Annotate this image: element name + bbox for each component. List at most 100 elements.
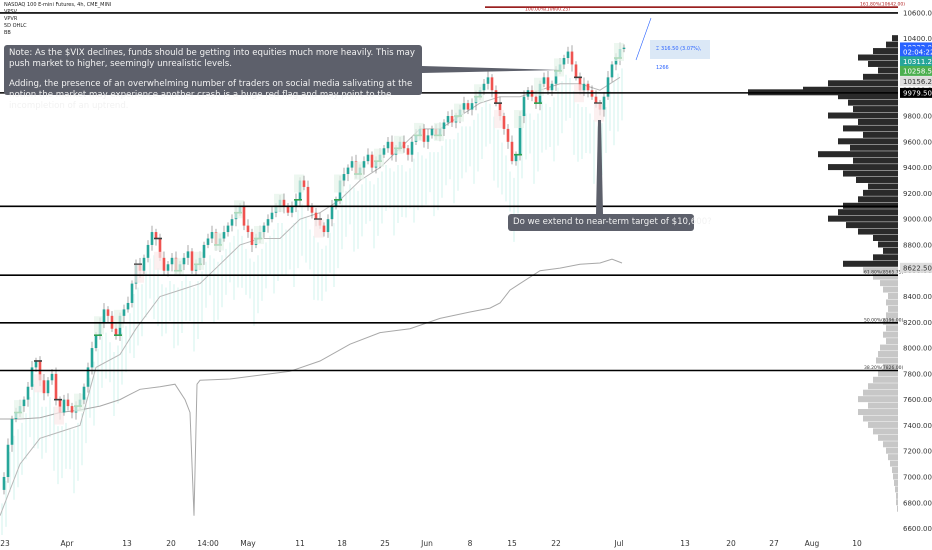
candle-body bbox=[150, 232, 154, 245]
profile-bar bbox=[828, 215, 898, 222]
candle-body bbox=[554, 70, 558, 84]
fib-label: 61.80%(8565.75) bbox=[864, 270, 904, 276]
vertical-range-icon: ⌶ bbox=[656, 46, 660, 52]
profile-bar bbox=[863, 189, 898, 196]
profile-bar bbox=[886, 41, 898, 48]
profile-bar bbox=[868, 383, 898, 390]
profile-bar bbox=[883, 363, 898, 370]
profile-bar bbox=[873, 428, 898, 435]
candle-body bbox=[610, 64, 614, 78]
profile-bar bbox=[846, 222, 898, 229]
note-text-2: Adding, the presence of an overwhelming … bbox=[9, 79, 413, 111]
profile-bar bbox=[868, 402, 898, 409]
price-badge bbox=[900, 56, 932, 67]
measure-tail bbox=[635, 17, 652, 61]
candle-body bbox=[186, 251, 190, 258]
indicator-bb[interactable]: BB bbox=[4, 30, 11, 36]
candle-body bbox=[470, 103, 474, 110]
profile-bar bbox=[888, 305, 898, 312]
candle-body bbox=[430, 128, 434, 136]
candle-body bbox=[586, 83, 590, 91]
candle-body bbox=[42, 380, 46, 394]
x-tick-label: 13 bbox=[122, 539, 132, 548]
target-callout[interactable]: Do we extend to near-term target of $10,… bbox=[508, 214, 712, 231]
measure-tool[interactable]: ⌶ 316.50 (3.07%), 1266 bbox=[650, 40, 710, 71]
x-tick-label: 22 bbox=[551, 539, 561, 548]
profile-bar bbox=[843, 170, 898, 177]
session-box bbox=[594, 103, 604, 122]
y-tick-label: 8400.00 bbox=[903, 293, 932, 301]
session-box bbox=[314, 219, 324, 238]
indicator-vpsv[interactable]: VPSV bbox=[4, 9, 18, 15]
candle-body bbox=[594, 96, 598, 104]
x-tick-label: 27 bbox=[769, 539, 779, 548]
candle-body bbox=[322, 225, 326, 233]
candle-body bbox=[282, 199, 286, 207]
indicator-vpvr[interactable]: VPVR bbox=[4, 16, 18, 22]
fib-labels: 161.80%(10642.00) 100.00%(10600.25) 61.80%… bbox=[525, 2, 905, 371]
note-text-1: Note: As the $VIX declines, funds should… bbox=[9, 48, 416, 69]
session-box bbox=[334, 174, 344, 193]
profile-bar bbox=[858, 54, 898, 61]
profile-bar bbox=[886, 447, 898, 454]
candle-body bbox=[498, 103, 502, 117]
candle-body bbox=[570, 51, 574, 65]
indicator-5d-ohlc[interactable]: 5D OHLC bbox=[4, 23, 27, 29]
measure-label: 316.50 (3.07%), 1266 bbox=[656, 46, 702, 71]
x-tick-label: May bbox=[240, 539, 256, 548]
profile-bar bbox=[892, 467, 898, 474]
y-tick-label: 7800.00 bbox=[903, 370, 932, 378]
candle-body bbox=[166, 264, 170, 271]
profile-bar bbox=[848, 99, 898, 106]
candles bbox=[2, 42, 626, 495]
session-box bbox=[494, 110, 504, 129]
y-tick-label: 7600.00 bbox=[903, 396, 932, 404]
candle-body bbox=[2, 476, 6, 490]
session-box bbox=[254, 226, 264, 245]
candle-body bbox=[450, 116, 454, 123]
profile-bar bbox=[888, 454, 898, 461]
candle-body bbox=[202, 244, 206, 258]
note-callout[interactable]: Note: As the $VIX declines, funds should… bbox=[4, 45, 422, 111]
profile-bar bbox=[886, 338, 898, 345]
candle-body bbox=[550, 83, 554, 91]
candle-body bbox=[170, 257, 174, 265]
candle-body bbox=[270, 212, 274, 220]
candle-body bbox=[70, 406, 74, 413]
candle-body bbox=[326, 219, 330, 233]
candle-body bbox=[602, 96, 606, 110]
profile-bar bbox=[856, 176, 898, 183]
candle-body bbox=[154, 232, 158, 239]
candle-body bbox=[494, 90, 498, 104]
profile-bar bbox=[893, 473, 898, 480]
profile-bar bbox=[897, 505, 898, 512]
candle-body bbox=[574, 64, 578, 78]
session-box bbox=[214, 232, 224, 251]
note-pointer bbox=[422, 66, 560, 73]
profile-bar bbox=[858, 396, 898, 403]
candle-body bbox=[350, 161, 354, 168]
profile-bar bbox=[896, 492, 898, 499]
candle-body bbox=[162, 257, 166, 271]
candle-body bbox=[462, 103, 466, 110]
profile-bar bbox=[868, 421, 898, 428]
profile-bar bbox=[850, 144, 898, 151]
candle-body bbox=[146, 244, 150, 258]
profile-bar bbox=[894, 479, 898, 486]
vp-poc-marker bbox=[294, 199, 302, 201]
x-tick-label: Apr bbox=[61, 539, 75, 548]
profile-bar bbox=[853, 106, 898, 113]
price-badge-label: 10156.25 bbox=[903, 78, 932, 86]
price-badge bbox=[900, 76, 932, 87]
profile-bar bbox=[828, 164, 898, 171]
y-tick-label: 9800.00 bbox=[903, 113, 932, 121]
fib-label: 161.80%(10642.00) bbox=[860, 2, 905, 8]
volume-bars bbox=[1, 68, 623, 535]
vp-poc-marker bbox=[94, 334, 102, 336]
session-box bbox=[614, 42, 624, 61]
profile-bar bbox=[873, 254, 898, 261]
profile-bar bbox=[863, 131, 898, 138]
price-badge-label: 8622.50 bbox=[903, 265, 932, 273]
profile-bar bbox=[838, 93, 898, 100]
